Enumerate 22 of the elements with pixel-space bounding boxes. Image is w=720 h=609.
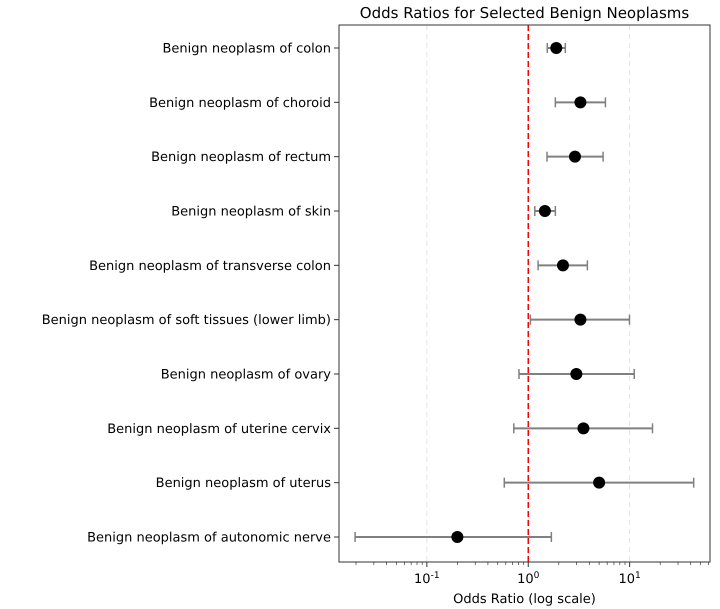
point (556, 259, 569, 272)
chart-title: Odds Ratios for Selected Benign Neoplasms (360, 4, 690, 22)
point (574, 314, 586, 326)
y-tick-label: Benign neoplasm of autonomic nerve (87, 530, 331, 546)
point (574, 96, 586, 108)
point (577, 422, 590, 434)
y-tick-label: Benign neoplasm of rectum (151, 150, 331, 166)
x-tick-label: 10$^{-1}$ (414, 571, 440, 587)
x-tick-label: 10$^{0}$ (517, 571, 540, 587)
y-tick-label: Benign neoplasm of ovary (160, 368, 332, 382)
y-tick-label: Benign neoplasm of transverse colon (89, 258, 331, 274)
point (550, 42, 562, 54)
x-tick-label: 10$^{1}$ (618, 571, 641, 587)
y-tick-label: Benign neoplasm of colon (162, 42, 331, 56)
y-tick-label: Benign neoplasm of skin (171, 204, 331, 220)
point (570, 368, 582, 380)
y-tick-label: Benign neoplasm of choroid (149, 96, 331, 111)
y-tick-label: Benign neoplasm of soft tissues (lower limb) (42, 313, 331, 328)
y-tick-label: Benign neoplasm of uterine cervix (107, 422, 332, 437)
point (568, 150, 581, 163)
x-axis-title: Odds Ratio (log scale) (453, 592, 596, 607)
y-tick-label: Benign neoplasm of uterus (156, 476, 332, 492)
